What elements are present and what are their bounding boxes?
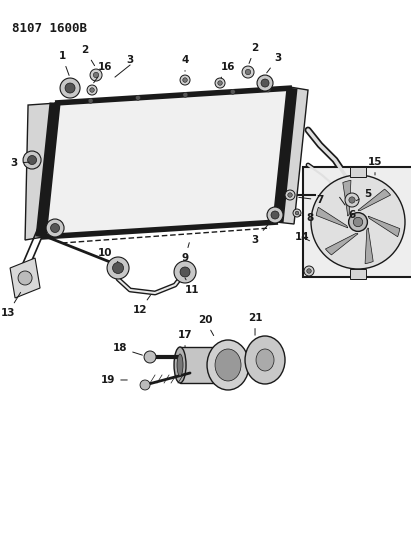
Text: 16: 16 <box>221 62 235 78</box>
Text: 17: 17 <box>178 330 192 347</box>
Text: 16: 16 <box>94 62 112 83</box>
Text: 19: 19 <box>101 375 127 385</box>
Ellipse shape <box>245 336 285 384</box>
Circle shape <box>107 257 129 279</box>
Polygon shape <box>180 347 215 383</box>
Circle shape <box>51 223 60 232</box>
Circle shape <box>28 156 37 165</box>
Text: 11: 11 <box>185 278 199 295</box>
Bar <box>350 167 366 177</box>
Text: 15: 15 <box>368 157 382 175</box>
Text: 20: 20 <box>198 315 214 336</box>
Polygon shape <box>10 258 40 298</box>
Polygon shape <box>365 228 373 264</box>
Circle shape <box>46 219 64 237</box>
Text: 8: 8 <box>299 213 314 223</box>
Circle shape <box>353 217 363 227</box>
Circle shape <box>230 89 235 94</box>
Circle shape <box>180 75 190 85</box>
Circle shape <box>90 88 94 92</box>
Circle shape <box>140 380 150 390</box>
Text: 2: 2 <box>81 45 95 66</box>
Circle shape <box>136 95 141 100</box>
Circle shape <box>257 75 273 91</box>
Circle shape <box>113 262 124 273</box>
Circle shape <box>144 351 156 363</box>
Ellipse shape <box>256 349 274 371</box>
Circle shape <box>90 69 102 81</box>
Circle shape <box>267 207 283 223</box>
Circle shape <box>23 151 41 169</box>
Text: 2: 2 <box>249 43 259 63</box>
Circle shape <box>266 87 271 92</box>
Text: 3: 3 <box>252 222 270 245</box>
Circle shape <box>183 78 187 82</box>
Circle shape <box>87 85 97 95</box>
Circle shape <box>242 66 254 78</box>
Ellipse shape <box>174 347 186 383</box>
Ellipse shape <box>215 349 241 381</box>
Ellipse shape <box>207 340 249 390</box>
Text: 3: 3 <box>10 158 29 168</box>
Ellipse shape <box>177 354 183 376</box>
Circle shape <box>218 81 222 85</box>
Circle shape <box>174 261 196 283</box>
Circle shape <box>288 193 292 197</box>
Text: 14: 14 <box>295 232 309 242</box>
Circle shape <box>285 190 295 200</box>
Text: 8107 1600B: 8107 1600B <box>12 22 87 35</box>
Circle shape <box>60 78 80 98</box>
Text: 21: 21 <box>248 313 262 335</box>
Text: 7: 7 <box>299 195 324 205</box>
Circle shape <box>304 266 314 276</box>
Circle shape <box>293 209 301 217</box>
Polygon shape <box>25 103 57 240</box>
Text: 10: 10 <box>98 248 118 262</box>
Text: 3: 3 <box>267 53 282 73</box>
Circle shape <box>349 197 355 203</box>
Circle shape <box>93 72 99 78</box>
Polygon shape <box>368 216 400 237</box>
Text: 6: 6 <box>339 197 356 220</box>
Circle shape <box>295 211 299 215</box>
Circle shape <box>18 271 32 285</box>
Text: 3: 3 <box>127 55 134 65</box>
Circle shape <box>88 98 93 103</box>
Circle shape <box>245 69 251 75</box>
Polygon shape <box>326 233 358 255</box>
Circle shape <box>261 79 269 87</box>
Polygon shape <box>316 207 348 228</box>
Polygon shape <box>343 180 351 216</box>
Text: 18: 18 <box>113 343 142 355</box>
Text: 12: 12 <box>133 295 150 315</box>
Bar <box>303 167 411 277</box>
Circle shape <box>349 213 367 231</box>
Text: 1: 1 <box>58 51 69 75</box>
Text: 5: 5 <box>356 189 372 200</box>
Polygon shape <box>358 189 390 211</box>
Bar <box>350 269 366 279</box>
Circle shape <box>345 193 359 207</box>
Text: 9: 9 <box>182 243 189 263</box>
Circle shape <box>271 211 279 219</box>
Circle shape <box>180 267 190 277</box>
Text: 4: 4 <box>181 55 189 71</box>
Text: 13: 13 <box>1 293 21 318</box>
Circle shape <box>65 83 75 93</box>
Circle shape <box>183 92 188 98</box>
Polygon shape <box>276 87 308 224</box>
Circle shape <box>307 269 311 273</box>
Circle shape <box>311 175 405 269</box>
Circle shape <box>215 78 225 88</box>
Polygon shape <box>41 88 292 237</box>
